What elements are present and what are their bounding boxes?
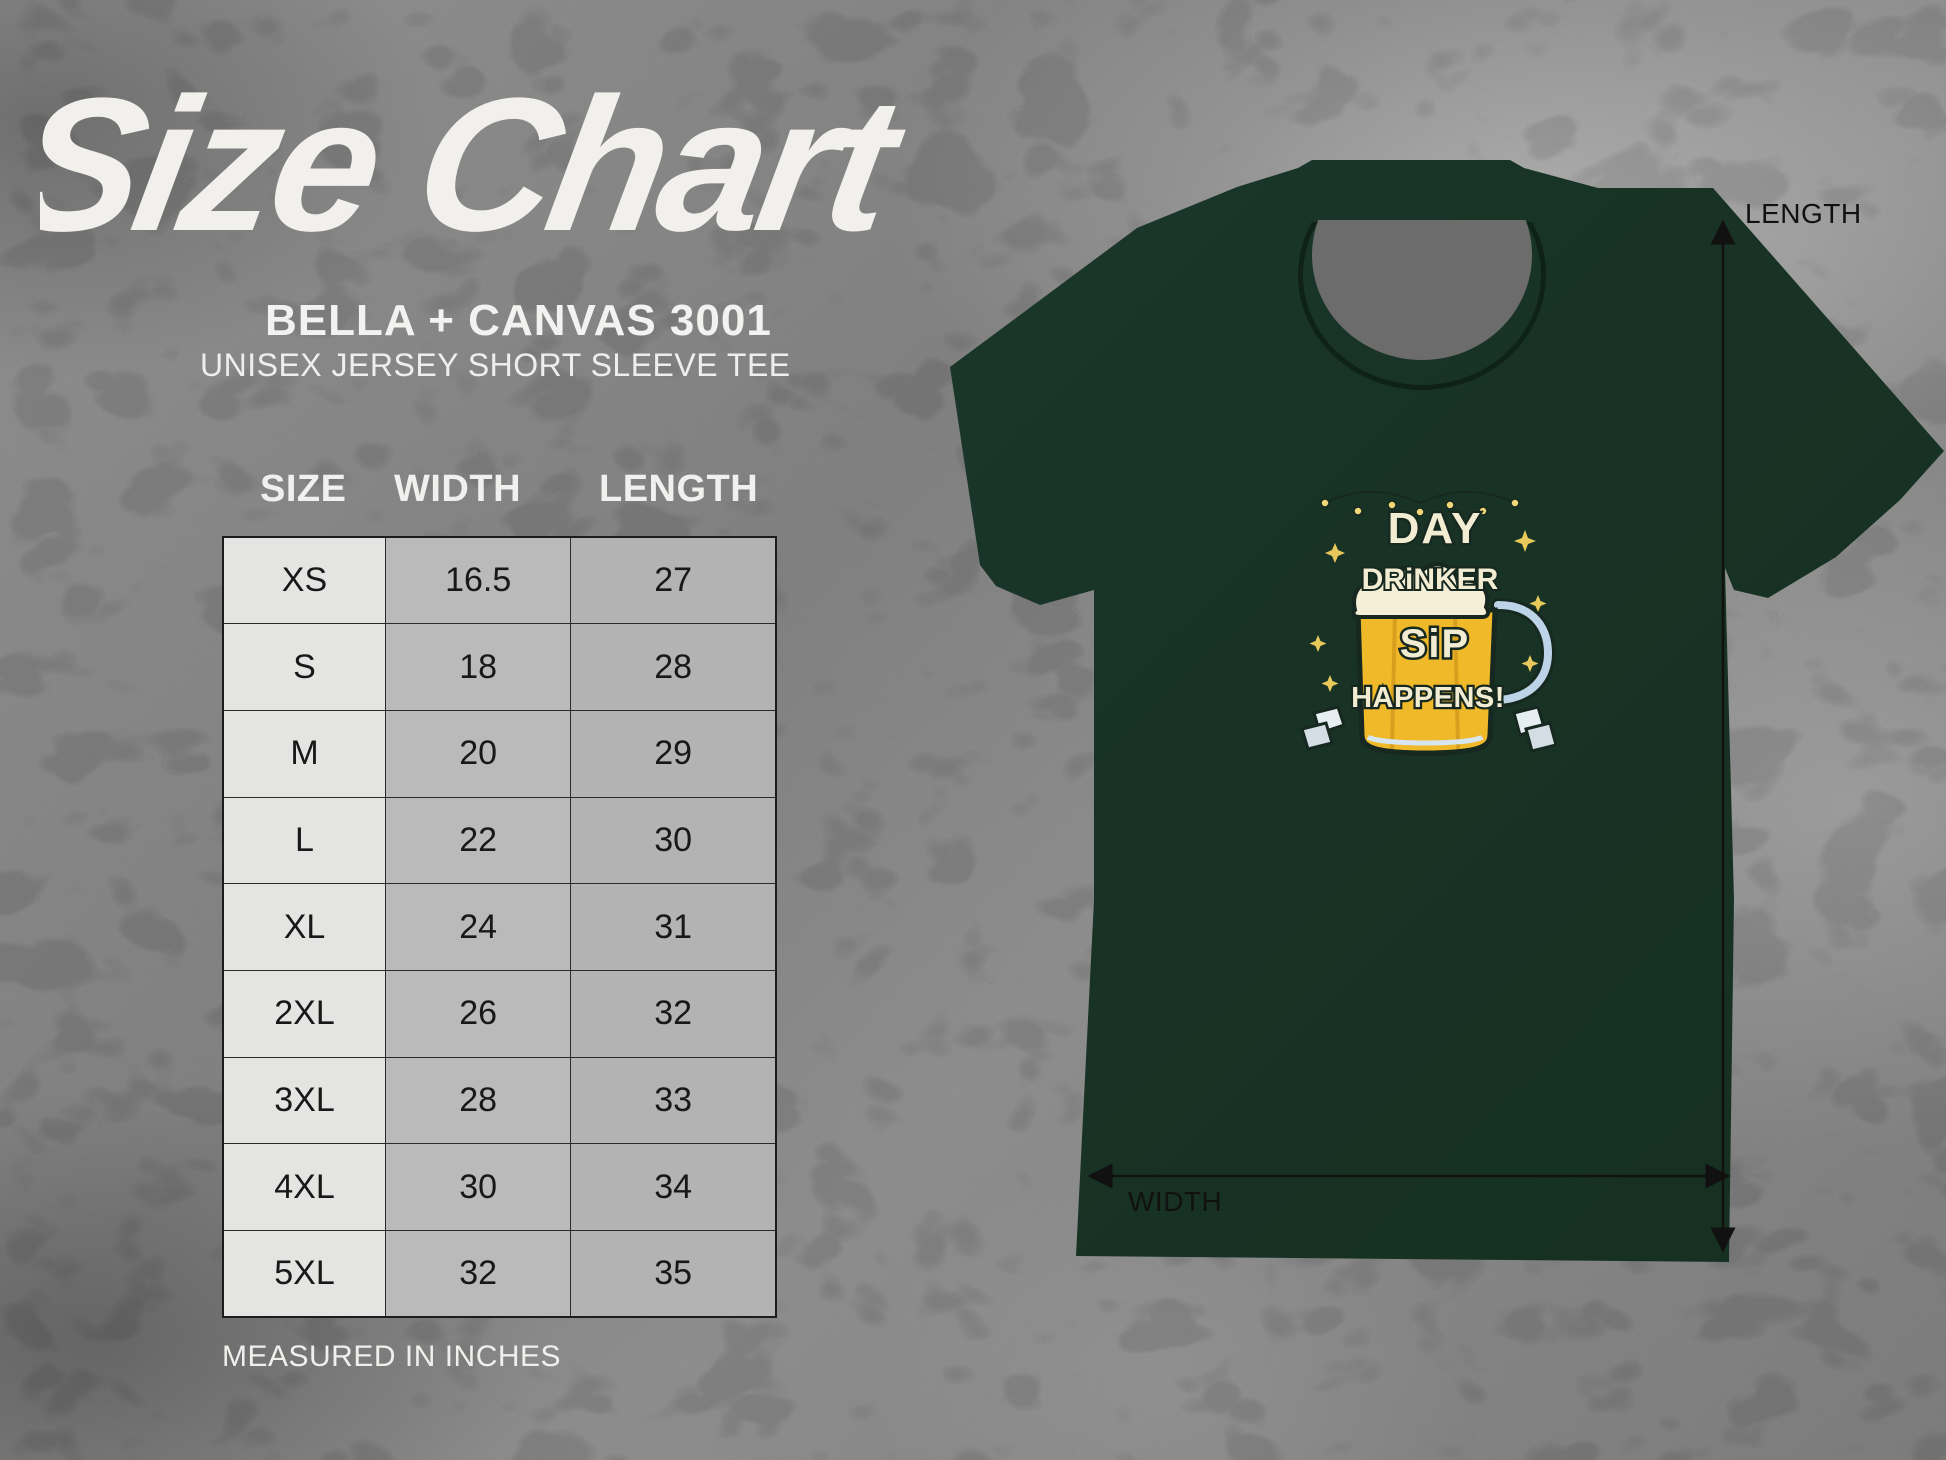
svg-text:DRiNKER: DRiNKER: [1362, 563, 1499, 596]
svg-text:DAY: DAY: [1388, 504, 1483, 553]
svg-text:SiP: SiP: [1400, 622, 1470, 666]
svg-text:HAPPENS!: HAPPENS!: [1351, 682, 1505, 714]
